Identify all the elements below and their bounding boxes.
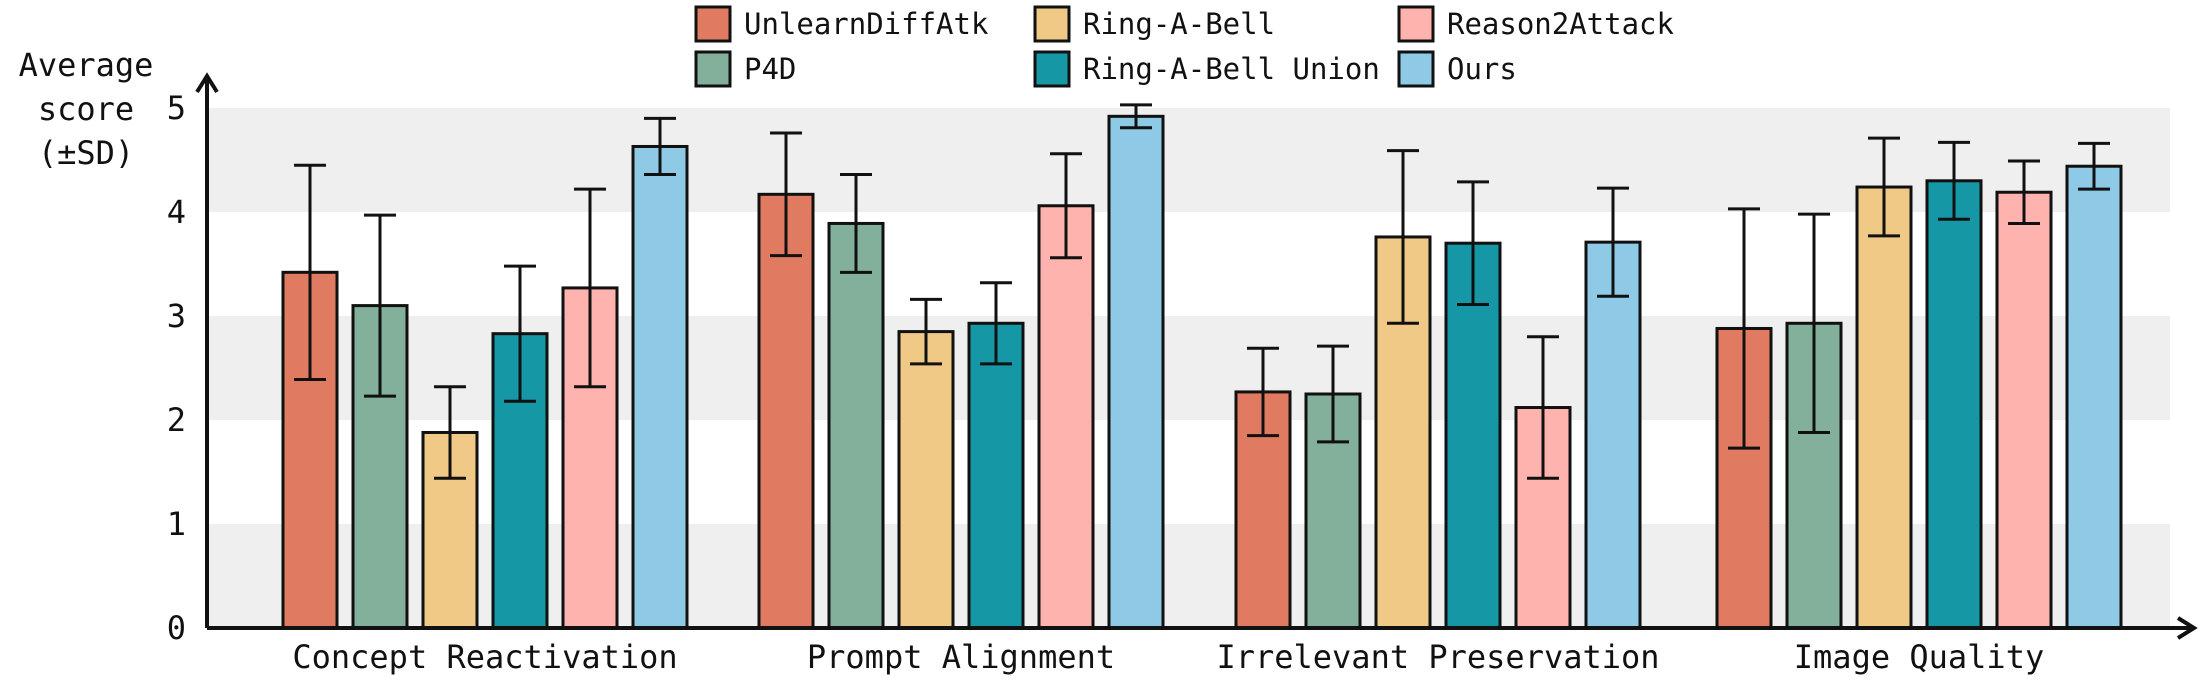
legend: UnlearnDiffAtk Ring-A-Bell Reason2Attack P4… xyxy=(694,5,1675,88)
legend-item: Reason2Attack xyxy=(1397,5,1675,43)
legend-swatch xyxy=(1033,5,1071,43)
legend-swatch xyxy=(694,50,732,88)
error-bars xyxy=(294,103,2110,480)
y-tick-label: 5 xyxy=(167,89,186,127)
legend-item: P4D xyxy=(694,50,796,88)
legend-swatch xyxy=(1397,5,1435,43)
x-category-label: Concept Reactivation xyxy=(292,638,677,676)
bar xyxy=(631,144,689,630)
legend-swatch xyxy=(1397,50,1435,88)
bar-series xyxy=(281,114,2123,630)
x-axis-arrow xyxy=(2176,616,2198,640)
x-category-label: Prompt Alignment xyxy=(807,638,1115,676)
grid-band xyxy=(207,108,2170,212)
legend-item: UnlearnDiffAtk xyxy=(694,5,989,43)
bar xyxy=(897,330,955,630)
bar xyxy=(827,221,885,630)
legend-item: Ring-A-Bell xyxy=(1033,5,1275,43)
legend-label: Ours xyxy=(1447,52,1517,86)
bar xyxy=(757,192,815,630)
y-tick-label: 2 xyxy=(167,401,186,439)
bar xyxy=(1584,240,1642,630)
y-tick-label: 4 xyxy=(167,193,186,231)
bar xyxy=(1925,179,1983,630)
legend-label: Reason2Attack xyxy=(1447,7,1675,41)
y-tick-label: 3 xyxy=(167,297,186,335)
bar xyxy=(1995,190,2053,630)
y-axis-arrow xyxy=(195,72,219,94)
legend-label: UnlearnDiffAtk xyxy=(744,7,989,41)
bar xyxy=(2065,164,2123,630)
x-category-labels: Concept Reactivation Prompt Alignment Irre… xyxy=(292,638,2044,676)
legend-item: Ring-A-Bell Union xyxy=(1033,50,1380,88)
legend-swatch xyxy=(1033,50,1071,88)
y-tick-labels: 0 1 2 3 4 5 xyxy=(167,89,186,647)
x-category-label: Image Quality xyxy=(1794,638,2044,676)
bar xyxy=(967,321,1025,630)
bar xyxy=(1037,204,1095,630)
x-category-label: Irrelevant Preservation xyxy=(1216,638,1659,676)
y-tick-label: 0 xyxy=(167,609,186,647)
legend-item: Ours xyxy=(1397,50,1517,88)
legend-label: Ring-A-Bell Union xyxy=(1083,52,1380,86)
axes xyxy=(195,72,2198,640)
y-tick-label: 1 xyxy=(167,505,186,543)
legend-label: Ring-A-Bell xyxy=(1083,7,1275,41)
bar xyxy=(1107,114,1165,630)
legend-swatch xyxy=(694,5,732,43)
legend-label: P4D xyxy=(744,52,796,86)
y-axis-label: Average score (±SD) xyxy=(19,46,154,172)
bar xyxy=(1855,185,1913,630)
